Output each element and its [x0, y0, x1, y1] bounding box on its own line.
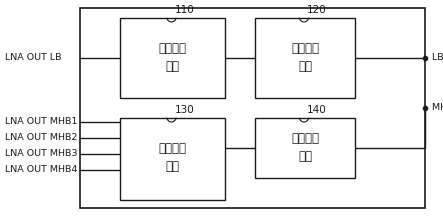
- Text: 第二接收: 第二接收: [159, 143, 187, 155]
- Text: 第一开关: 第一开关: [291, 41, 319, 54]
- Text: 120: 120: [307, 5, 327, 15]
- Text: 电路: 电路: [166, 160, 179, 174]
- Text: 第二开关: 第二开关: [291, 131, 319, 145]
- Text: LNA OUT MHB4: LNA OUT MHB4: [5, 165, 78, 174]
- Bar: [120, 118, 225, 200]
- Text: 140: 140: [307, 105, 327, 115]
- Bar: [255, 118, 355, 178]
- Text: LNA OUT MHB3: LNA OUT MHB3: [5, 150, 78, 158]
- Text: LB ANT: LB ANT: [432, 53, 443, 63]
- Bar: [120, 18, 225, 98]
- Text: LNA OUT MHB2: LNA OUT MHB2: [5, 133, 78, 143]
- Text: 单元: 单元: [298, 60, 312, 73]
- Text: 110: 110: [175, 5, 194, 15]
- Text: 单元: 单元: [298, 150, 312, 162]
- Text: 第一接收: 第一接收: [159, 41, 187, 54]
- Text: 130: 130: [175, 105, 194, 115]
- Bar: [255, 18, 355, 98]
- Text: LNA OUT MHB1: LNA OUT MHB1: [5, 118, 78, 126]
- Text: 电路: 电路: [166, 60, 179, 73]
- Text: MHB ANT: MHB ANT: [432, 104, 443, 112]
- Bar: [80, 8, 425, 208]
- Text: LNA OUT LB: LNA OUT LB: [5, 53, 62, 63]
